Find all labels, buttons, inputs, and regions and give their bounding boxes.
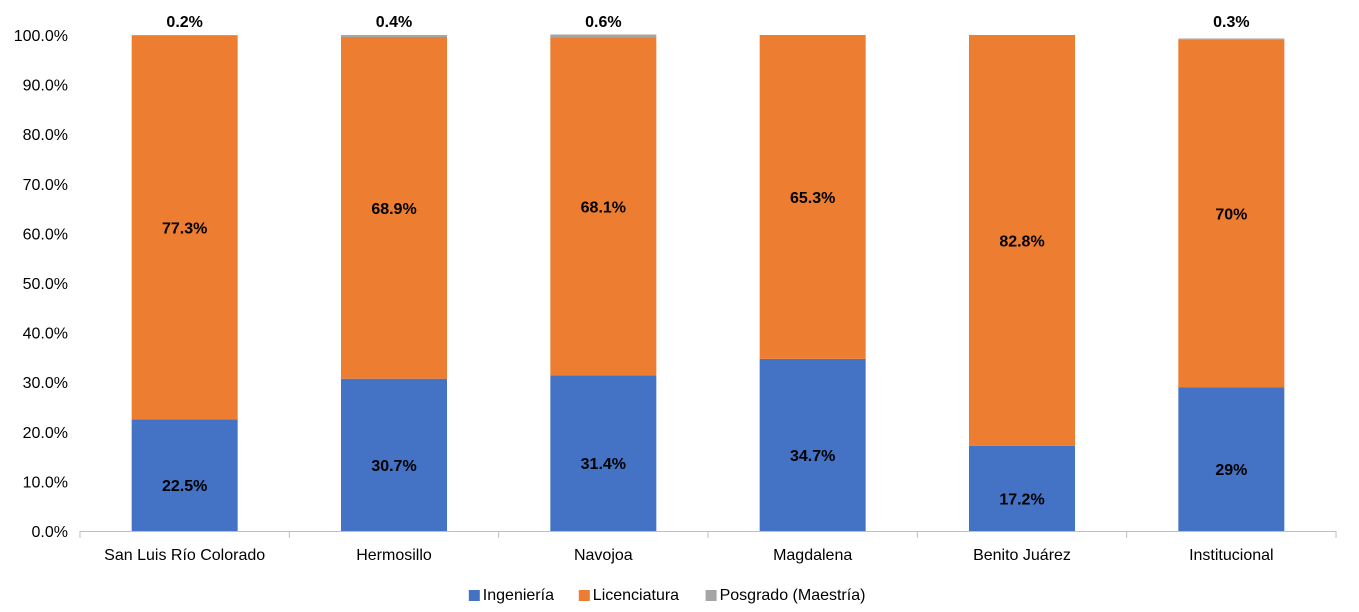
- data-label: 17.2%: [999, 491, 1044, 508]
- bar-licenciatura: [131, 35, 238, 420]
- bar-ingenier-a: [1178, 387, 1285, 531]
- data-label: 0.3%: [1213, 14, 1249, 31]
- data-label: 70%: [1215, 207, 1247, 224]
- bar-licenciatura: [969, 35, 1075, 446]
- data-label: 22.5%: [162, 478, 207, 495]
- bar-licenciatura: [1178, 39, 1285, 388]
- y-tick-label: 10.0%: [23, 474, 68, 491]
- data-label: 65.3%: [790, 190, 835, 207]
- data-label: 82.8%: [999, 233, 1044, 250]
- bar-ingenier-a: [759, 358, 866, 531]
- legend-swatch: [705, 590, 717, 601]
- bar-ingenier-a: [131, 419, 238, 531]
- y-tick-label: 90.0%: [23, 78, 68, 95]
- legend-swatch: [468, 590, 480, 601]
- category-label: Navojoa: [574, 547, 633, 564]
- data-label: 29%: [1215, 462, 1247, 479]
- category-label: Institucional: [1189, 547, 1274, 564]
- category-label: San Luis Río Colorado: [104, 547, 265, 564]
- legend-label: Posgrado (Maestría): [720, 587, 866, 604]
- data-label: 68.1%: [581, 199, 626, 216]
- y-tick-label: 40.0%: [23, 326, 68, 343]
- category-label: Magdalena: [773, 547, 852, 564]
- bar-ingenier-a: [969, 445, 1075, 531]
- y-tick-label: 20.0%: [23, 425, 68, 442]
- y-tick-label: 50.0%: [23, 276, 68, 293]
- data-label: 34.7%: [790, 448, 835, 465]
- category-label: Hermosillo: [356, 547, 432, 564]
- y-tick-label: 70.0%: [23, 177, 68, 194]
- data-label: 30.7%: [371, 458, 416, 475]
- data-label: 0.6%: [585, 14, 621, 31]
- y-tick-label: 60.0%: [23, 226, 68, 243]
- data-label: 0.4%: [376, 14, 412, 31]
- bar-licenciatura: [550, 37, 657, 376]
- data-label: 68.9%: [371, 201, 416, 218]
- bar-posgrado-maestr-a: [550, 34, 657, 38]
- bar-ingenier-a: [341, 378, 447, 531]
- y-tick-label: 30.0%: [23, 375, 68, 392]
- bar-licenciatura: [759, 35, 866, 359]
- bar-posgrado-maestr-a: [131, 35, 238, 36]
- bar-posgrado-maestr-a: [1178, 38, 1285, 40]
- data-label: 31.4%: [581, 456, 626, 473]
- legend-label: Licenciatura: [593, 587, 679, 604]
- y-tick-label: 100.0%: [14, 28, 68, 45]
- y-tick-label: 0.0%: [32, 524, 68, 541]
- category-label: Benito Juárez: [973, 547, 1071, 564]
- data-label: 77.3%: [162, 221, 207, 238]
- bar-posgrado-maestr-a: [341, 35, 447, 37]
- data-label: 0.2%: [166, 14, 202, 31]
- y-tick-label: 80.0%: [23, 127, 68, 144]
- bar-ingenier-a: [550, 375, 657, 531]
- legend-swatch: [578, 590, 590, 601]
- legend-label: Ingeniería: [483, 587, 554, 604]
- bar-licenciatura: [341, 36, 447, 379]
